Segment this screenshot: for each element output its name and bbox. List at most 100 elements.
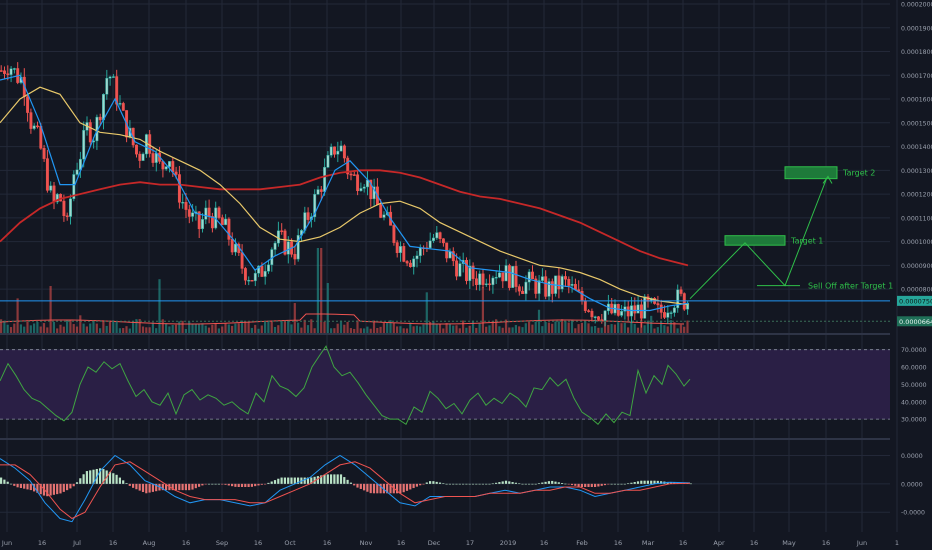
candle-body xyxy=(577,289,581,292)
volume-bar xyxy=(409,322,412,333)
volume-bar xyxy=(646,320,649,333)
volume-bar xyxy=(396,326,399,333)
time-tick-label: 16 xyxy=(323,539,331,547)
candle-body xyxy=(280,230,284,233)
candle-body xyxy=(201,219,204,230)
candle-body xyxy=(517,286,521,292)
candle-body xyxy=(672,307,676,313)
time-tick-label: 16 xyxy=(109,539,117,547)
volume-bar xyxy=(376,327,379,333)
volume-bar xyxy=(277,325,280,333)
volume-bar xyxy=(59,324,62,333)
candle-body xyxy=(514,266,518,287)
volume-bar xyxy=(42,323,46,333)
candle-body xyxy=(481,273,485,285)
volume-bar xyxy=(488,325,491,333)
macd-histogram-bar xyxy=(217,483,220,485)
volume-bar xyxy=(66,319,69,333)
macd-histogram-bar xyxy=(19,483,22,489)
volume-bar xyxy=(46,327,49,333)
volume-bar xyxy=(455,325,458,333)
macd-histogram-bar xyxy=(161,483,164,491)
candle-body xyxy=(118,103,122,105)
macd-histogram-bar xyxy=(689,483,692,485)
volume-bar xyxy=(389,320,392,333)
volume-bar xyxy=(683,326,686,333)
volume-bar xyxy=(432,321,435,333)
candle-body xyxy=(455,260,459,277)
macd-histogram-bar xyxy=(600,483,603,486)
macd-histogram-bar xyxy=(402,483,405,493)
candle-body xyxy=(458,263,462,277)
candle-body xyxy=(293,254,297,260)
volume-bar xyxy=(29,325,32,333)
volume-bar xyxy=(310,319,313,333)
price-pane[interactable]: Target 2 Target 1 Sell Off after Target 1 xyxy=(0,62,893,333)
candle-body xyxy=(616,304,620,316)
macd-histogram-bar xyxy=(557,482,560,484)
macd-histogram-bar xyxy=(587,483,590,487)
candle-body xyxy=(32,125,36,129)
candle-body xyxy=(336,150,340,155)
macd-tick-label: -0.0000 xyxy=(901,510,925,517)
price-tick-label: 0.00008000 xyxy=(901,287,932,294)
candle-body xyxy=(560,276,564,290)
macd-histogram-bar xyxy=(636,481,640,484)
candle-body xyxy=(382,214,386,218)
candle-body xyxy=(626,306,630,317)
macd-histogram-bar xyxy=(359,483,362,489)
volume-bar xyxy=(62,326,65,333)
macd-histogram-bar xyxy=(207,483,211,485)
volume-bar xyxy=(372,320,376,333)
macd-histogram-bar xyxy=(425,482,428,484)
volume-bar xyxy=(16,298,19,333)
macd-histogram-bar xyxy=(234,483,237,487)
candle-body xyxy=(564,276,567,280)
volume-bar xyxy=(13,323,16,333)
volume-bar xyxy=(534,321,537,333)
candle-body xyxy=(326,155,330,168)
candle-body xyxy=(65,215,69,217)
target-box xyxy=(784,166,838,180)
volume-bar xyxy=(333,328,336,333)
volume-bar xyxy=(211,324,214,333)
volume-bar xyxy=(336,323,339,333)
candle-body xyxy=(29,112,33,129)
macd-histogram-bar xyxy=(547,481,550,484)
macd-histogram-bar xyxy=(165,483,168,491)
candle-body xyxy=(102,94,105,121)
price-tick-label: 0.00012000 xyxy=(901,192,932,199)
macd-pane[interactable] xyxy=(0,454,692,523)
volume-bar xyxy=(174,324,178,333)
volume-bar xyxy=(316,248,319,333)
macd-histogram-bar xyxy=(211,483,214,485)
volume-bar xyxy=(478,323,481,333)
volume-bar xyxy=(306,325,310,333)
macd-histogram-bar xyxy=(590,483,593,487)
macd-histogram-bar xyxy=(336,474,339,484)
rsi-pane[interactable] xyxy=(0,345,890,426)
trade-annotations[interactable]: Target 2 Target 1 Sell Off after Target 1 xyxy=(689,166,893,300)
candle-body xyxy=(333,146,336,155)
volume-bar xyxy=(79,315,82,333)
volume-bar xyxy=(125,326,128,333)
price-axis[interactable]: 0.00020000 0.00019000 0.00018000 0.00017000… xyxy=(901,2,932,294)
macd-histogram-bar xyxy=(231,483,234,487)
volume-bar xyxy=(544,321,547,333)
macd-histogram-bar xyxy=(376,483,379,494)
volume-bar xyxy=(135,319,138,333)
volume-bar xyxy=(577,324,580,333)
macd-tick-label: 0.0000 xyxy=(901,453,923,460)
time-axis[interactable]: Jun 16 Jul 16 Aug 16 Sep 16 Oct 16 Nov 16 Dec 17 2019 1… xyxy=(1,539,899,547)
time-tick-label: 16 xyxy=(822,539,830,547)
macd-histogram-bar xyxy=(382,483,385,494)
time-tick-label: Oct xyxy=(284,539,296,547)
volume-bar xyxy=(320,248,323,333)
volume-bar xyxy=(603,321,607,333)
macd-histogram-bar xyxy=(102,469,105,484)
macd-histogram-bar xyxy=(544,481,547,484)
candle-body xyxy=(121,103,125,111)
volume-bar xyxy=(349,328,352,333)
candle-body xyxy=(204,207,208,220)
